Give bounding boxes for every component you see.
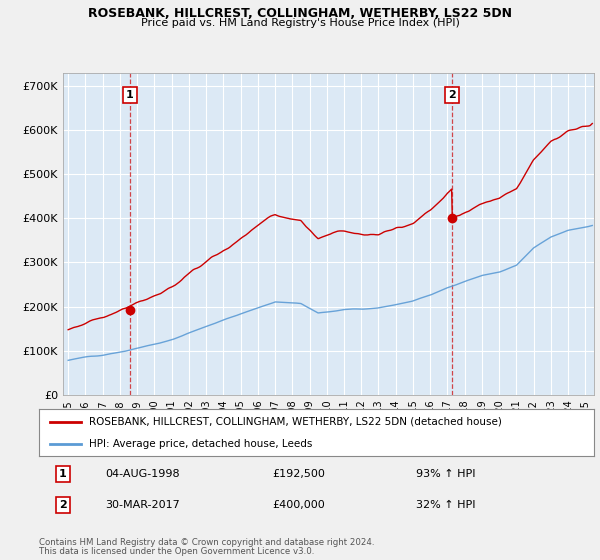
Text: ROSEBANK, HILLCREST, COLLINGHAM, WETHERBY, LS22 5DN (detached house): ROSEBANK, HILLCREST, COLLINGHAM, WETHERB… — [89, 417, 502, 427]
Text: 30-MAR-2017: 30-MAR-2017 — [106, 500, 181, 510]
Text: 2: 2 — [448, 90, 455, 100]
Text: £192,500: £192,500 — [272, 469, 325, 479]
Text: 04-AUG-1998: 04-AUG-1998 — [106, 469, 180, 479]
Text: £400,000: £400,000 — [272, 500, 325, 510]
Text: 1: 1 — [126, 90, 134, 100]
Text: 32% ↑ HPI: 32% ↑ HPI — [416, 500, 476, 510]
Text: HPI: Average price, detached house, Leeds: HPI: Average price, detached house, Leed… — [89, 438, 313, 449]
Text: 93% ↑ HPI: 93% ↑ HPI — [416, 469, 476, 479]
Text: 2: 2 — [59, 500, 67, 510]
Text: ROSEBANK, HILLCREST, COLLINGHAM, WETHERBY, LS22 5DN: ROSEBANK, HILLCREST, COLLINGHAM, WETHERB… — [88, 7, 512, 20]
Text: This data is licensed under the Open Government Licence v3.0.: This data is licensed under the Open Gov… — [39, 547, 314, 556]
Text: 1: 1 — [59, 469, 67, 479]
Text: Price paid vs. HM Land Registry's House Price Index (HPI): Price paid vs. HM Land Registry's House … — [140, 18, 460, 28]
Text: Contains HM Land Registry data © Crown copyright and database right 2024.: Contains HM Land Registry data © Crown c… — [39, 538, 374, 547]
